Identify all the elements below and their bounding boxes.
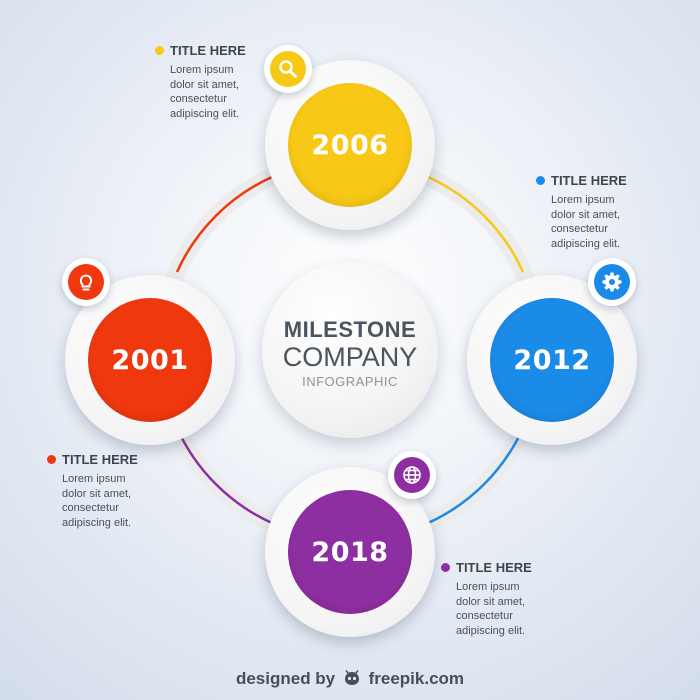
credit-brand: freepik.com bbox=[368, 669, 465, 688]
bullet-dot bbox=[441, 563, 450, 572]
bullet-dot bbox=[155, 46, 164, 55]
center-title: MILESTONE bbox=[283, 317, 417, 342]
text-block-body: Lorem ipsum dolor sit amet, consectetur … bbox=[551, 194, 621, 250]
text-block-body: Lorem ipsum dolor sit amet, consectetur … bbox=[456, 581, 526, 637]
text-block-2006: TITLE HERE Lorem ipsum dolor sit amet, c… bbox=[155, 43, 305, 121]
connector-arc-blue bbox=[427, 427, 525, 525]
lightbulb-icon bbox=[68, 264, 104, 300]
magnifier-icon bbox=[270, 51, 306, 87]
text-block-2001: TITLE HERE Lorem ipsum dolor sit amet, c… bbox=[47, 452, 197, 530]
text-block-2018: TITLE HERE Lorem ipsum dolor sit amet, c… bbox=[441, 560, 591, 638]
milestone-badge-2006 bbox=[264, 45, 312, 93]
gear-icon bbox=[594, 264, 630, 300]
connector-arc-purple bbox=[175, 427, 273, 525]
text-block-2012: TITLE HERE Lorem ipsum dolor sit amet, c… bbox=[536, 173, 686, 251]
text-block-title: TITLE HERE bbox=[170, 43, 246, 58]
milestone-badge-2018 bbox=[388, 451, 436, 499]
connector-arc-yellow bbox=[427, 175, 525, 273]
milestone-badge-2012 bbox=[588, 258, 636, 306]
credit-line: designed by freepik.com bbox=[0, 669, 700, 691]
credit-prefix: designed by bbox=[235, 669, 336, 688]
center-caption: INFOGRAPHIC bbox=[302, 374, 398, 389]
text-block-title: TITLE HERE bbox=[62, 452, 138, 467]
center-subtitle: COMPANY bbox=[282, 342, 418, 372]
milestone-year-2018: 2018 bbox=[288, 490, 412, 614]
text-block-title: TITLE HERE bbox=[456, 560, 532, 575]
milestone-year-2012: 2012 bbox=[490, 298, 614, 422]
center-hub: MILESTONE COMPANY INFOGRAPHIC bbox=[262, 262, 438, 438]
text-block-body: Lorem ipsum dolor sit amet, consectetur … bbox=[62, 473, 132, 529]
freepik-logo-icon bbox=[343, 670, 361, 691]
bullet-dot bbox=[47, 455, 56, 464]
text-block-title: TITLE HERE bbox=[551, 173, 627, 188]
milestone-badge-2001 bbox=[62, 258, 110, 306]
text-block-body: Lorem ipsum dolor sit amet, consectetur … bbox=[170, 64, 240, 120]
milestone-year-2001: 2001 bbox=[88, 298, 212, 422]
bullet-dot bbox=[536, 176, 545, 185]
milestone-year-2006: 2006 bbox=[288, 83, 412, 207]
connector-arc-red bbox=[175, 175, 273, 273]
globe-icon bbox=[394, 457, 430, 493]
